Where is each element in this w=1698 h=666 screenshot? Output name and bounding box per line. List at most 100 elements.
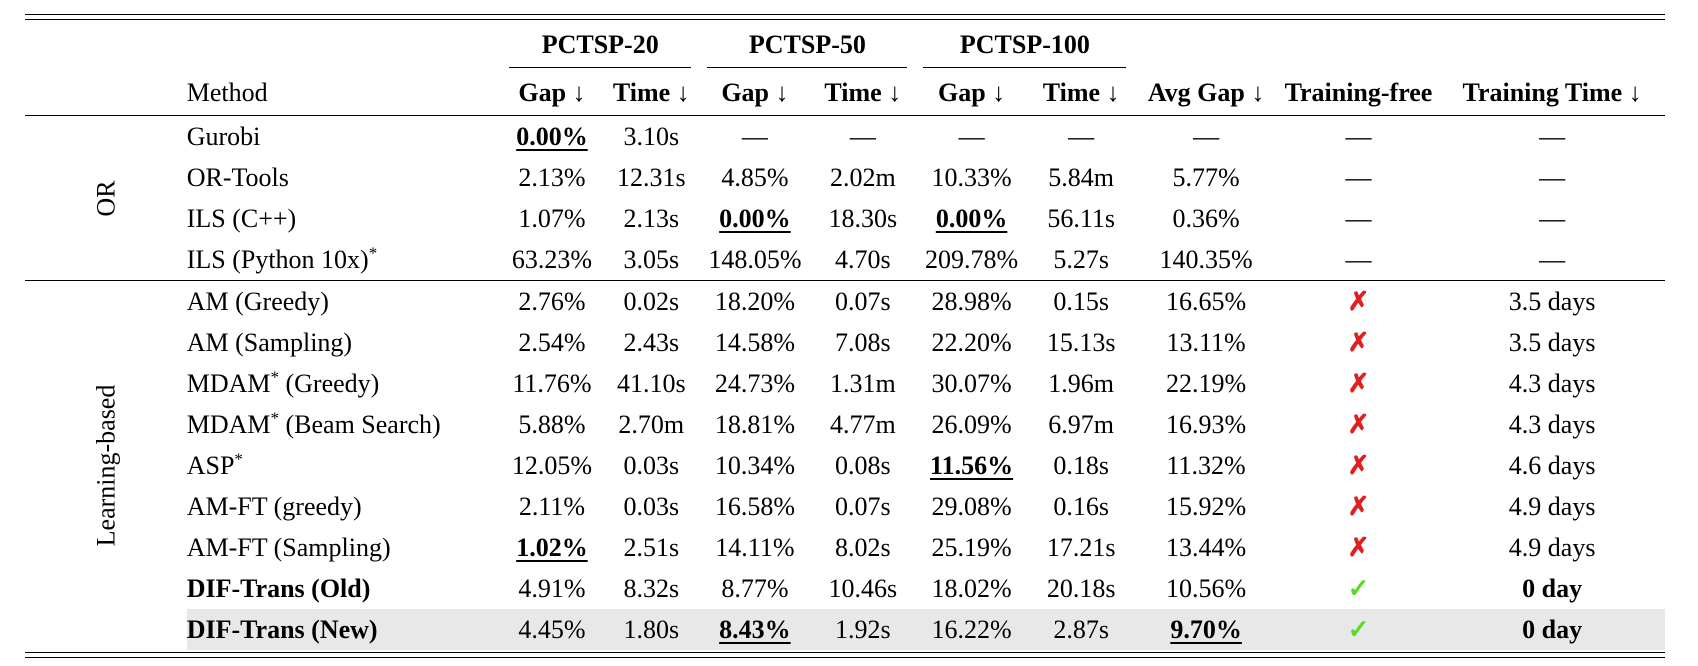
value-cell: 18.81% — [699, 404, 810, 445]
cell-value: 11.32% — [1166, 451, 1246, 480]
cell-value: — — [1539, 204, 1566, 233]
cell-value: 2.13s — [623, 204, 680, 233]
method-name: AM (Greedy) — [186, 287, 329, 316]
method-cell: AM (Sampling) — [187, 322, 501, 363]
value-cell: 0.36% — [1134, 198, 1277, 239]
group-pctsp-50: PCTSP-50 — [699, 20, 915, 70]
cell-value: — — [1539, 163, 1566, 192]
cell-value: 1.07% — [518, 204, 586, 233]
value-cell: ✗ — [1278, 322, 1440, 363]
value-cell: 0 day — [1439, 568, 1665, 609]
cell-value: — — [1539, 122, 1566, 151]
value-cell: 8.77% — [699, 568, 810, 609]
method-name: Gurobi — [186, 122, 261, 151]
value-cell: 3.5 days — [1439, 322, 1665, 363]
value-cell: 4.45% — [500, 609, 604, 650]
value-cell: ✗ — [1278, 527, 1440, 568]
value-cell: 2.70m — [603, 404, 699, 445]
value-cell: 14.58% — [699, 322, 810, 363]
value-cell: 0.02s — [603, 280, 700, 322]
value-cell: 4.9 days — [1439, 486, 1665, 527]
cell-value: 15.92% — [1166, 492, 1247, 521]
cell-value: 4.6 days — [1508, 451, 1596, 480]
value-cell: — — [1277, 115, 1440, 157]
cell-value: 140.35% — [1159, 245, 1253, 274]
cell-value: 10.46s — [828, 574, 898, 603]
table-row: AM (Sampling) 2.54% 2.43s 14.58% 7.08s 22.20%… — [25, 322, 1665, 363]
value-cell: 18.30s — [810, 198, 915, 239]
value-cell: 11.76% — [501, 363, 603, 404]
cell-value: — — [958, 122, 985, 151]
method-cell: ILS (C++) — [187, 198, 501, 239]
cell-value: 0.08s — [835, 451, 891, 480]
cell-value: 16.93% — [1166, 410, 1247, 439]
table-row: ILS (C++) 1.07% 2.13s 0.00% 18.30s 0.00% 56.11… — [25, 198, 1665, 239]
value-cell: 2.13% — [501, 157, 603, 198]
method-cell: DIF-Trans (Old) — [187, 568, 501, 609]
value-cell: — — [1134, 115, 1278, 157]
cell-value: — — [1193, 122, 1220, 151]
top-rule-inner — [25, 19, 1665, 20]
value-cell: — — [1439, 115, 1665, 157]
value-cell: 0.16s — [1028, 486, 1135, 527]
cell-value: 13.11% — [1166, 328, 1246, 357]
method-cell: ASP* — [187, 445, 501, 486]
cell-value: 26.09% — [931, 410, 1012, 439]
method-footnote-mark: * — [270, 408, 280, 428]
value-cell: 22.20% — [915, 322, 1028, 363]
cell-value: — — [1345, 245, 1372, 274]
value-cell: — — [1027, 115, 1135, 157]
cell-value: 0.00% — [935, 204, 1008, 233]
cross-mark-icon: ✗ — [1347, 328, 1370, 357]
cell-value: 20.18s — [1046, 574, 1116, 603]
method-cell: MDAM* (Greedy) — [187, 363, 501, 404]
cell-value: 0.36% — [1172, 204, 1240, 233]
cell-value: 0 day — [1522, 574, 1583, 603]
table-row: OR Gurobi 0.00% 3.10s — — — — — — — — [25, 115, 1665, 281]
value-cell: 3.5 days — [1439, 280, 1665, 322]
cell-value: 0 day — [1522, 615, 1583, 644]
value-cell: 1.31m — [810, 363, 915, 404]
value-cell: 3.05s — [603, 239, 699, 281]
cell-value: 2.11% — [518, 492, 586, 521]
value-cell: 0.03s — [603, 486, 699, 527]
group-pctsp-20: PCTSP-20 — [501, 20, 700, 70]
value-cell: 5.88% — [501, 404, 603, 445]
section-label-text: Learning-based — [91, 384, 121, 547]
value-cell: 13.11% — [1134, 322, 1277, 363]
value-cell: 0.00% — [500, 115, 604, 157]
value-cell: 16.93% — [1134, 404, 1277, 445]
cell-value: 22.20% — [931, 328, 1012, 357]
cell-value: 2.02m — [829, 163, 896, 192]
table-row: ILS (Python 10x)* 63.23% 3.05s 148.05% 4.70s… — [25, 239, 1665, 281]
column-header-training-time: Training Time ↓ — [1462, 78, 1642, 107]
value-cell: 7.08s — [810, 322, 915, 363]
cell-value: 14.58% — [714, 328, 795, 357]
value-cell: 5.77% — [1134, 157, 1277, 198]
cell-value: 3.05s — [623, 245, 680, 274]
table-header: PCTSP-20 PCTSP-50 PCTSP-100 Method Gap ↓… — [25, 20, 1665, 116]
value-cell: 25.19% — [915, 527, 1028, 568]
cross-mark-icon: ✗ — [1347, 492, 1370, 521]
cell-value: 1.96m — [1048, 369, 1115, 398]
cell-value: 4.77m — [829, 410, 896, 439]
cell-value: 12.31s — [616, 163, 686, 192]
value-cell: 5.27s — [1028, 239, 1135, 281]
cell-value: — — [1068, 122, 1095, 151]
cell-value: 8.77% — [721, 574, 789, 603]
value-cell: 12.31s — [603, 157, 699, 198]
cell-value: 12.05% — [511, 451, 593, 480]
cross-mark-icon: ✗ — [1347, 369, 1370, 398]
value-cell: 2.54% — [501, 322, 603, 363]
value-cell: ✗ — [1277, 280, 1440, 322]
cross-mark-icon: ✗ — [1347, 451, 1370, 480]
value-cell: — — [1278, 198, 1440, 239]
value-cell: 10.33% — [915, 157, 1028, 198]
cell-value: — — [1345, 122, 1372, 151]
value-cell: 11.56% — [915, 445, 1028, 486]
method-variant: (Beam Search) — [279, 410, 441, 439]
cross-mark-icon: ✗ — [1347, 287, 1370, 316]
value-cell: 10.34% — [699, 445, 810, 486]
value-cell: 29.08% — [915, 486, 1028, 527]
